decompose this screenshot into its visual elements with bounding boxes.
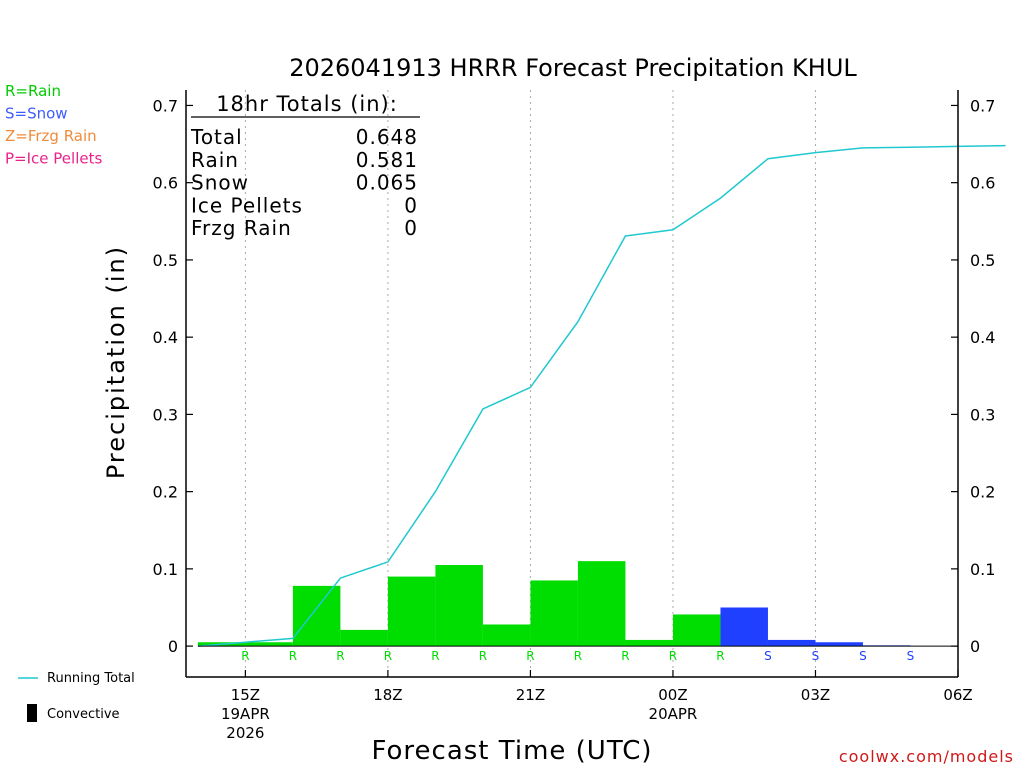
y-tick-label-right: 0.5 xyxy=(970,251,995,270)
x-tick-label: 20APR xyxy=(649,705,698,723)
type-label: R xyxy=(336,649,344,663)
totals-label: Snow xyxy=(191,171,249,195)
totals-rows: Total 0.648 Rain 0.581 Snow 0.065 Ice Pellets 0… xyxy=(190,125,418,240)
legend-r: R=Rain xyxy=(5,82,61,100)
x-tick-label: 15Z xyxy=(231,686,260,704)
type-label: S xyxy=(812,649,820,663)
totals-label: Ice Pellets xyxy=(191,193,303,217)
legend-p: P=Ice Pellets xyxy=(5,150,102,168)
totals-value: 0.581 xyxy=(356,148,418,172)
line-legend: Running Total Convective xyxy=(18,671,135,722)
y-tick-label: 0.1 xyxy=(153,560,178,579)
totals-box: 18hr Totals (in): Total 0.648 Rain 0.581 Sno… xyxy=(190,92,420,240)
x-tick-label: 03Z xyxy=(801,686,830,704)
x-tick-label: 2026 xyxy=(226,724,264,742)
bar-r xyxy=(435,565,483,647)
y-axis-left: 0 0.1 0.2 0.3 0.4 0.5 0.6 0.7 xyxy=(153,96,193,656)
totals-value: 0 xyxy=(404,193,418,217)
bar-r xyxy=(625,639,673,647)
bar-r xyxy=(672,614,721,647)
x-tick-label: 21Z xyxy=(516,686,545,704)
y-tick-label-right: 0.7 xyxy=(970,96,995,115)
y-axis-label: Precipitation (in) xyxy=(102,245,130,479)
y-tick-label-right: 0.6 xyxy=(970,174,995,193)
y-tick-label-right: 0.4 xyxy=(970,328,995,347)
y-tick-label-right: 0 xyxy=(970,637,980,656)
y-tick-label: 0 xyxy=(168,637,178,656)
bar-r xyxy=(245,642,293,647)
totals-label: Frzg Rain xyxy=(191,216,292,240)
y-tick-label: 0.4 xyxy=(153,328,178,347)
type-label: R xyxy=(241,649,249,663)
y-tick-label: 0.7 xyxy=(153,96,178,115)
type-label: S xyxy=(859,649,867,663)
type-label: R xyxy=(384,649,392,663)
bar-r xyxy=(292,585,341,647)
bar-r xyxy=(577,561,626,647)
y-axis-right: 0 0.1 0.2 0.3 0.4 0.5 0.6 0.7 xyxy=(951,96,995,656)
type-label: R xyxy=(669,649,677,663)
watermark: coolwx.com/models xyxy=(839,747,1014,766)
plot-frame xyxy=(185,90,959,678)
precip-type-legend: R=Rain S=Snow Z=Frzg Rain P=Ice Pellets xyxy=(5,82,102,168)
totals-value: 0 xyxy=(404,216,418,240)
bar-s xyxy=(815,642,863,647)
running-total-legend-label: Running Total xyxy=(47,671,135,686)
x-tick-label: 00Z xyxy=(658,686,687,704)
chart-title: 2026041913 HRRR Forecast Precipitation K… xyxy=(289,54,857,82)
y-tick-label: 0.2 xyxy=(153,483,178,502)
type-label: R xyxy=(479,649,487,663)
bar-r xyxy=(482,624,531,647)
y-tick-label-right: 0.2 xyxy=(970,483,995,502)
convective-legend-swatch xyxy=(27,704,37,722)
y-tick-label: 0.6 xyxy=(153,174,178,193)
totals-value: 0.065 xyxy=(356,171,418,195)
x-tick-label: 19APR xyxy=(221,705,270,723)
bar-s xyxy=(767,639,816,647)
type-label: R xyxy=(621,649,629,663)
type-label: R xyxy=(431,649,439,663)
bar-r xyxy=(530,580,578,647)
x-tick-label: 06Z xyxy=(943,686,972,704)
bar-r xyxy=(387,576,436,647)
hourly-precip-bars xyxy=(197,561,911,647)
y-tick-label-right: 0.3 xyxy=(970,405,995,424)
bar-r xyxy=(340,629,388,647)
totals-header: 18hr Totals (in): xyxy=(216,92,398,116)
convective-legend-label: Convective xyxy=(47,707,120,722)
bar-s xyxy=(720,607,768,647)
x-axis-label: Forecast Time (UTC) xyxy=(371,736,652,766)
legend-z: Z=Frzg Rain xyxy=(5,127,97,145)
type-label: S xyxy=(907,649,915,663)
y-tick-label: 0.5 xyxy=(153,251,178,270)
type-label: R xyxy=(289,649,297,663)
y-tick-label: 0.3 xyxy=(153,405,178,424)
legend-s: S=Snow xyxy=(5,105,68,123)
type-label: R xyxy=(716,649,724,663)
type-label: R xyxy=(526,649,534,663)
totals-value: 0.648 xyxy=(356,125,418,149)
totals-label: Total xyxy=(190,125,243,149)
running-total-line xyxy=(197,144,1006,647)
x-tick-label: 18Z xyxy=(373,686,402,704)
y-tick-label-right: 0.1 xyxy=(970,560,995,579)
totals-label: Rain xyxy=(191,148,239,172)
type-label: R xyxy=(574,649,582,663)
type-label: S xyxy=(764,649,772,663)
